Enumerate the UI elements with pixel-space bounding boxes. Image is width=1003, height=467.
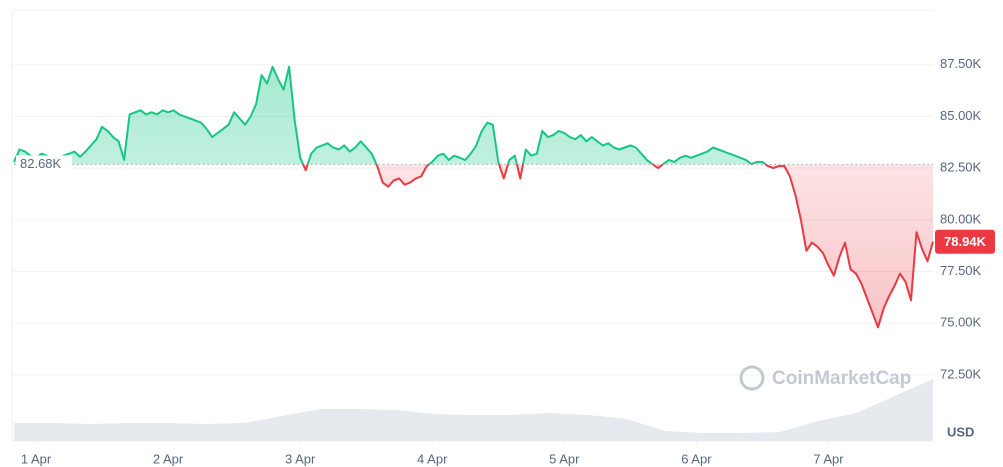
- x-tick-label: 5 Apr: [549, 451, 580, 466]
- y-tick-label: 82.50K: [940, 160, 982, 175]
- watermark-text: CoinMarketCap: [772, 368, 911, 389]
- x-tick-label: 4 Apr: [417, 451, 448, 466]
- x-tick-label: 2 Apr: [153, 451, 184, 466]
- volume-area: [14, 379, 933, 441]
- last-price-label: 78.94K: [944, 234, 987, 249]
- y-tick-label: 87.50K: [940, 56, 982, 71]
- y-tick-label: 72.50K: [940, 366, 982, 381]
- watermark-logo: [739, 365, 765, 391]
- y-tick-label: 75.00K: [940, 315, 982, 330]
- y-tick-label: 85.00K: [940, 108, 982, 123]
- area-down: [14, 164, 933, 328]
- lines: [13, 65, 934, 329]
- x-tick-label: 3 Apr: [285, 451, 316, 466]
- volume: [14, 379, 933, 441]
- fills: [14, 66, 933, 328]
- labels: 72.50K 75.00K 77.50K 80.00K 82.50K 85.00K 87.5…: [16, 56, 995, 466]
- y-tick-label: 77.50K: [940, 263, 982, 278]
- watermark: CoinMarketCap: [739, 365, 911, 391]
- baseline-label: 82.68K: [20, 156, 62, 171]
- last-price-bg: [935, 229, 995, 254]
- currency: USD: [947, 424, 974, 439]
- area-up: [14, 66, 766, 165]
- x-tick-label: 7 Apr: [813, 451, 844, 466]
- x-tick-label: 1 Apr: [21, 451, 52, 466]
- baseline-label-bg: [16, 155, 72, 174]
- y-tick-label: 80.00K: [940, 211, 982, 226]
- price-line-down: [302, 164, 934, 329]
- price-line-up: [13, 65, 768, 165]
- x-tick-label: 6 Apr: [681, 451, 712, 466]
